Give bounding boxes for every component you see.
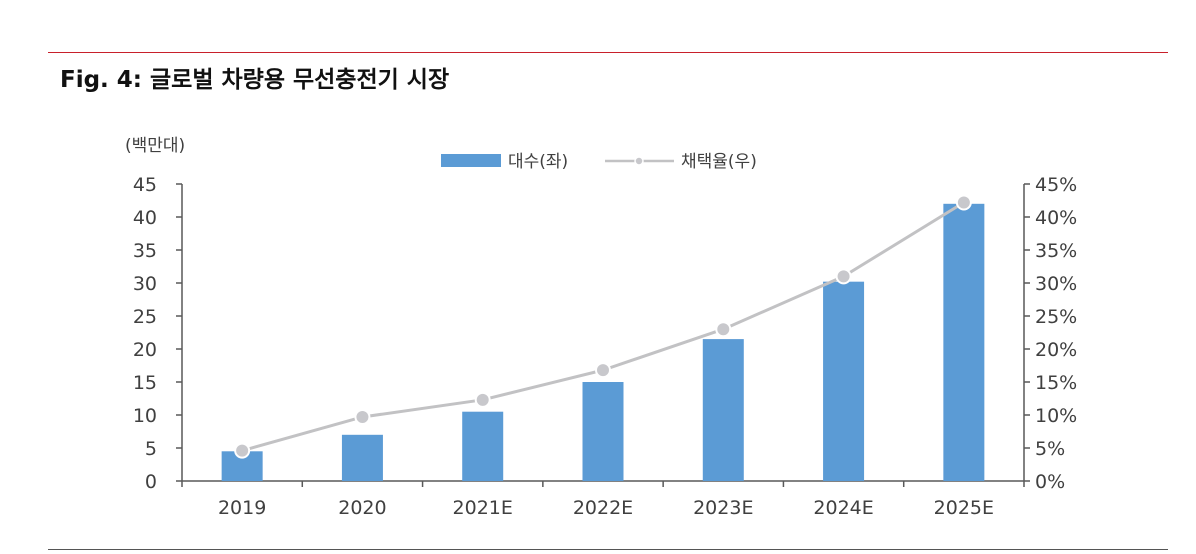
bar xyxy=(702,339,744,481)
y-right-tick-label: 20% xyxy=(1035,339,1077,361)
x-tick-label: 2024E xyxy=(813,497,873,519)
y-left-tick-label: 5 xyxy=(145,438,157,460)
bar xyxy=(462,411,504,481)
top-divider xyxy=(48,52,1168,53)
y-right-tick-label: 25% xyxy=(1035,306,1077,328)
y-right-tick-label: 0% xyxy=(1035,471,1065,493)
y-right-tick-label: 5% xyxy=(1035,438,1065,460)
bar xyxy=(341,434,383,481)
x-tick-label: 2025E xyxy=(934,497,994,519)
y-right-tick-label: 35% xyxy=(1035,240,1077,262)
y-left-tick-label: 25 xyxy=(133,306,157,328)
y-left-tick-label: 40 xyxy=(133,207,157,229)
y-left-tick-label: 15 xyxy=(133,372,157,394)
x-tick-label: 2022E xyxy=(573,497,633,519)
y-left-tick-label: 20 xyxy=(133,339,157,361)
x-tick-label: 2021E xyxy=(453,497,513,519)
line-point xyxy=(474,391,491,408)
line-point xyxy=(715,321,732,338)
y-right-tick-label: 15% xyxy=(1035,372,1077,394)
legend-bar-swatch xyxy=(441,154,501,167)
y-right-tick-label: 40% xyxy=(1035,207,1077,229)
line-point xyxy=(234,442,251,459)
y-left-unit-label: (백만대) xyxy=(125,136,185,156)
y-left-tick-label: 30 xyxy=(133,273,157,295)
y-left-tick-label: 35 xyxy=(133,240,157,262)
bar xyxy=(943,203,985,482)
y-right-tick-label: 10% xyxy=(1035,405,1077,427)
figure-title: Fig. 4: 글로벌 차량용 무선충전기 시장 xyxy=(60,67,450,93)
bar xyxy=(823,281,865,481)
legend-line-marker xyxy=(634,156,644,166)
y-left-tick-label: 45 xyxy=(133,174,157,196)
x-tick-label: 2020 xyxy=(338,497,386,519)
line-point xyxy=(595,362,611,379)
bar xyxy=(582,382,624,481)
line-point xyxy=(354,408,371,425)
legend-bar-label: 대수(좌) xyxy=(508,152,568,172)
legend-line-label: 채택율(우) xyxy=(681,152,757,172)
y-right-tick-label: 30% xyxy=(1035,273,1077,295)
bottom-divider xyxy=(48,549,1168,550)
y-right-tick-label: 45% xyxy=(1035,174,1077,196)
y-left-tick-label: 0 xyxy=(145,471,157,493)
line-point xyxy=(955,194,972,211)
x-tick-label: 2019 xyxy=(218,497,266,519)
y-left-tick-label: 10 xyxy=(133,405,157,427)
line-point xyxy=(835,268,852,285)
x-tick-label: 2023E xyxy=(693,497,753,519)
